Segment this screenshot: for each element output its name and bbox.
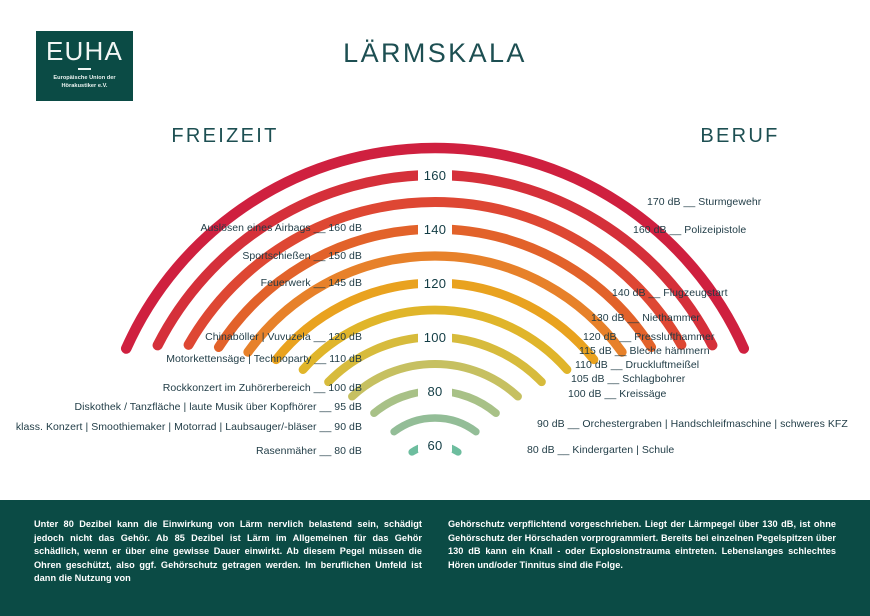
footer-text-column-1: Unter 80 Dezibel kann die Einwirkung von… — [34, 519, 422, 584]
label-right-105db: 105 dB __ Schlagbohrer — [571, 373, 686, 385]
label-left-120db: Chinaböller | Vuvuzela __ 120 dB — [205, 331, 362, 343]
label-left-110db: Motorkettensäge | Technoparty __ 110 dB — [166, 353, 362, 365]
label-left-150db: Sportschießen __ 150 dB — [242, 250, 362, 262]
label-right-80db: 80 dB __ Kindergarten | Schule — [527, 444, 675, 456]
label-right-160db: 160 dB __ Polizeipistole — [633, 224, 747, 236]
label-right-90db: 90 dB __ Orchestergraben | Handschleifma… — [537, 418, 848, 430]
euha-logo: EUHA Europäische Union der Hörakustiker … — [36, 31, 133, 101]
arc-130db — [243, 251, 627, 357]
arc-110db — [298, 305, 572, 374]
label-left-160db: Auslösen eines Airbags __ 160 dB — [200, 222, 362, 234]
label-left-80db: Rasenmäher __ 80 dB — [255, 445, 362, 457]
footer-text-column-2: Gehörschutz verpflichtend vorgeschrieben… — [448, 519, 836, 570]
arc-170db — [120, 142, 750, 354]
badge-60db: 60 — [418, 436, 452, 454]
label-right-140db: 140 dB __ Flugzeugstart — [612, 287, 728, 299]
logo-subtitle: Europäische Union der Hörakustiker e.V. — [53, 75, 116, 89]
label-left-90db: klass. Konzert | Smoothiemaker | Motorra… — [15, 421, 362, 433]
noise-arc-scale — [120, 142, 750, 456]
heading-beruf: BERUF — [700, 125, 780, 147]
label-right-115db: 115 dB __ Bleche hämmern — [579, 345, 710, 357]
arc-90db — [348, 359, 522, 401]
badge-100db: 100 — [418, 328, 452, 346]
heading-freizeit: FREIZEIT — [171, 125, 279, 147]
logo-wordmark: EUHA — [45, 36, 124, 66]
label-right-100db: 100 dB __ Kreissäge — [568, 388, 667, 400]
label-right-120db: 120 dB __ Presslufthammer — [583, 331, 715, 343]
arc-150db — [183, 197, 687, 350]
badge-140db: 140 — [418, 220, 452, 238]
logo-divider — [78, 68, 91, 70]
badge-160db: 160 — [418, 166, 452, 184]
label-right-110db: 110 dB __ Druckluftmeißel — [575, 359, 700, 371]
label-left-95db: Diskothek / Tanzfläche | laute Musik übe… — [74, 401, 362, 413]
label-right-170db: 170 dB __ Sturmgewehr — [647, 196, 762, 208]
footer-panel: Unter 80 Dezibel kann die Einwirkung von… — [0, 500, 870, 616]
label-left-145db: Feuerwerk __ 145 dB — [260, 277, 362, 289]
label-left-100db: Rockkonzert im Zuhörerbereich __ 100 dB — [162, 382, 362, 394]
page-title: LÄRMSKALA — [343, 38, 527, 68]
badge-120db: 120 — [418, 274, 452, 292]
badge-80db: 80 — [418, 382, 452, 400]
arc-70db — [390, 414, 480, 436]
label-right-130db: 130 dB __ Niethammer — [591, 312, 700, 324]
